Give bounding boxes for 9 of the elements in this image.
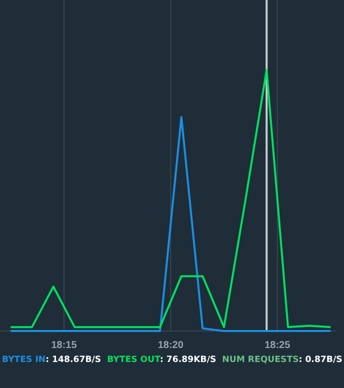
x-tick-label: 18:25 xyxy=(264,340,291,352)
text: BYTES OUT xyxy=(107,355,161,365)
text: : 0.87B/S xyxy=(298,355,342,365)
text: : 148.67B/S xyxy=(46,355,102,365)
x-tick-label: 18:20 xyxy=(158,340,184,352)
text: : 76.89KB/S xyxy=(160,355,216,365)
legend-label: NUM REQUESTS xyxy=(222,355,299,365)
text: BYTES IN xyxy=(2,355,46,365)
x-tick-label: 18:15 xyxy=(51,340,78,352)
